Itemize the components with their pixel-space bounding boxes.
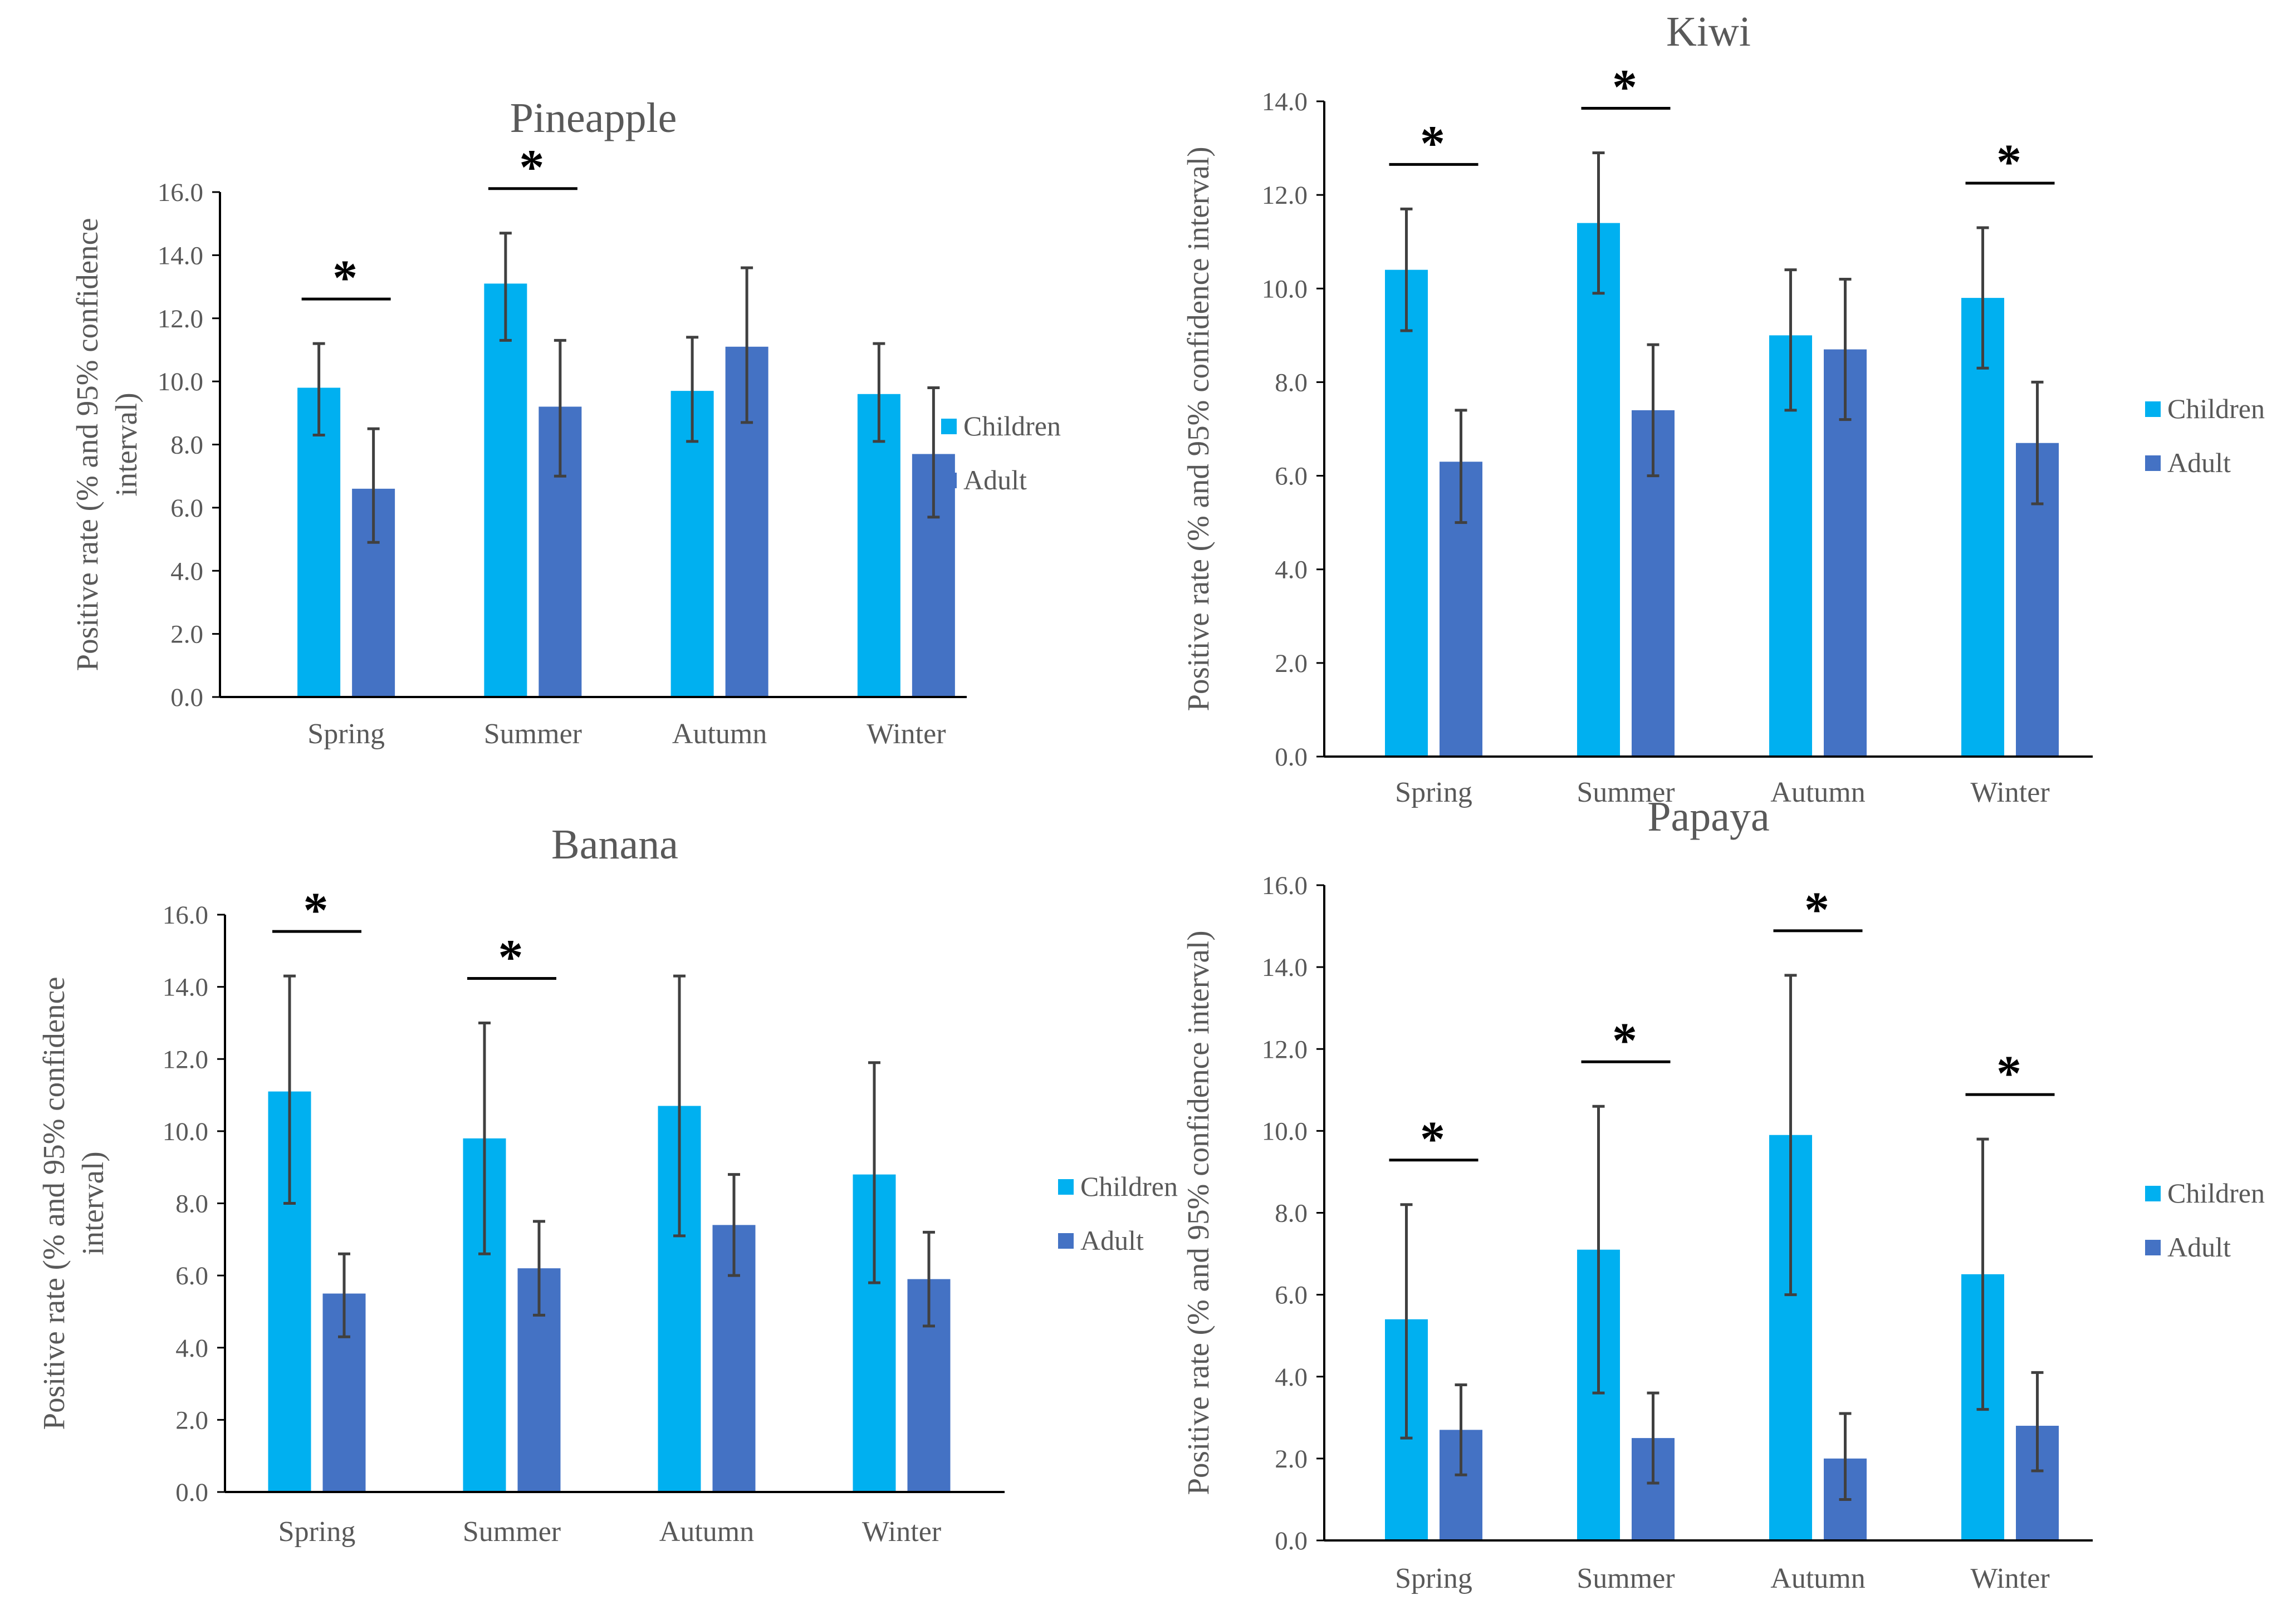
- banana-y-axis-title-line2: interval): [76, 1151, 110, 1255]
- kiwi-legend-swatch-children: [2145, 401, 2161, 417]
- papaya-legend-label-children: Children: [2167, 1177, 2265, 1209]
- pineapple-chart: Pineapple 0.0 2.0 4.0 6.0 8.0 10.0 12.0 14.0 16.0…: [70, 95, 1061, 750]
- pineapple-legend-swatch-children: [941, 419, 957, 434]
- papaya-significance-star: *: [1996, 1046, 2021, 1101]
- banana-x-tick-label: Summer: [463, 1516, 561, 1548]
- papaya-y-axis-title: Positive rate (% and 95% confidence inte…: [1181, 930, 1215, 1495]
- pineapple-legend-label-adult: Adult: [963, 464, 1027, 495]
- papaya-legend-label-adult: Adult: [2167, 1231, 2231, 1263]
- kiwi-y-tick-label: 4.0: [1275, 556, 1308, 585]
- papaya-x-tick-label: Spring: [1395, 1563, 1472, 1594]
- pineapple-y-axis-title: Positive rate (% and 95% confidence: [70, 218, 104, 671]
- banana-legend-swatch-children: [1058, 1179, 1074, 1195]
- papaya-y-tick-label: 0.0: [1275, 1527, 1308, 1555]
- pineapple-bar-children-summer: [484, 283, 527, 697]
- pineapple-y-tick-label: 12.0: [158, 305, 203, 333]
- kiwi-y-tick-label: 2.0: [1275, 649, 1308, 678]
- pineapple-significance-star: *: [332, 251, 358, 306]
- papaya-significance-star: *: [1804, 882, 1829, 938]
- papaya-y-tick-label: 16.0: [1262, 871, 1308, 900]
- kiwi-y-tick-label: 10.0: [1262, 274, 1308, 303]
- banana-title: Banana: [551, 821, 678, 868]
- papaya-y-tick-label: 6.0: [1275, 1281, 1308, 1310]
- pineapple-legend-swatch-adult: [941, 473, 957, 488]
- pineapple-y-tick-label: 8.0: [170, 431, 203, 460]
- papaya-significance-star: *: [1420, 1112, 1445, 1167]
- kiwi-significance-star: *: [1996, 135, 2021, 190]
- papaya-y-tick-label: 10.0: [1262, 1117, 1308, 1146]
- kiwi-bar-children-winter: [1961, 298, 2004, 757]
- kiwi-x-tick-label: Summer: [1577, 777, 1675, 808]
- banana-significance-star: *: [303, 883, 329, 938]
- banana-legend-label-adult: Adult: [1080, 1225, 1144, 1256]
- papaya-legend-swatch-children: [2145, 1186, 2161, 1201]
- pineapple-y-tick-label: 0.0: [170, 683, 203, 712]
- banana-y-tick-label: 8.0: [175, 1190, 208, 1219]
- pineapple-y-tick-label: 4.0: [170, 557, 203, 586]
- kiwi-title: Kiwi: [1666, 8, 1751, 55]
- papaya-significance-star: *: [1612, 1013, 1637, 1068]
- banana-legend-swatch-adult: [1058, 1233, 1074, 1249]
- pineapple-legend-label-children: Children: [963, 410, 1061, 441]
- banana-x-tick-label: Spring: [278, 1516, 356, 1548]
- banana-y-axis-title: Positive rate (% and 95% confidence: [37, 976, 71, 1430]
- pineapple-bar-children-winter: [857, 394, 900, 697]
- kiwi-x-tick-label: Spring: [1395, 777, 1472, 808]
- banana-y-tick-label: 12.0: [163, 1045, 208, 1074]
- kiwi-significance-star: *: [1420, 116, 1445, 171]
- pineapple-y-tick-label: 14.0: [158, 241, 203, 270]
- kiwi-chart: Kiwi 0.0 2.0 4.0 6.0 8.0 10.0 12.0 14.0 Positive …: [1181, 8, 2265, 808]
- pineapple-y-tick-label: 10.0: [158, 367, 203, 396]
- papaya-title: Papaya: [1647, 793, 1769, 840]
- banana-y-tick-label: 4.0: [175, 1334, 208, 1363]
- papaya-legend-swatch-adult: [2145, 1240, 2161, 1255]
- kiwi-legend-label-adult: Adult: [2167, 447, 2231, 478]
- banana-y-tick-label: 0.0: [175, 1478, 208, 1507]
- kiwi-y-tick-label: 0.0: [1275, 743, 1308, 772]
- pineapple-x-tick-label: Summer: [484, 718, 582, 750]
- banana-chart: Banana 0.0 2.0 4.0 6.0 8.0 10.0 12.0 14.0 16.0 Pos…: [37, 821, 1178, 1548]
- pineapple-x-tick-label: Winter: [866, 718, 946, 750]
- kiwi-y-tick-label: 8.0: [1275, 368, 1308, 397]
- banana-y-tick-label: 6.0: [175, 1262, 208, 1290]
- pineapple-bar-children-spring: [297, 387, 341, 697]
- pineapple-title: Pineapple: [510, 95, 677, 141]
- kiwi-y-axis-title: Positive rate (% and 95% confidence inte…: [1181, 146, 1215, 711]
- pineapple-significance-star: *: [519, 140, 544, 195]
- banana-y-tick-label: 16.0: [163, 901, 208, 930]
- papaya-y-tick-label: 8.0: [1275, 1199, 1308, 1228]
- banana-legend-label-children: Children: [1080, 1171, 1178, 1202]
- papaya-y-tick-label: 2.0: [1275, 1445, 1308, 1474]
- kiwi-y-tick-label: 6.0: [1275, 462, 1308, 491]
- papaya-chart: Papaya 0.0 2.0 4.0 6.0 8.0 10.0 12.0 14.0 16.0 Pos…: [1181, 793, 2265, 1594]
- kiwi-legend-swatch-adult: [2145, 455, 2161, 471]
- kiwi-significance-star: *: [1612, 60, 1637, 115]
- papaya-x-tick-label: Autumn: [1770, 1563, 1865, 1594]
- banana-x-tick-label: Autumn: [659, 1516, 754, 1548]
- banana-y-tick-label: 2.0: [175, 1406, 208, 1435]
- papaya-x-tick-label: Winter: [1970, 1563, 2049, 1594]
- banana-x-tick-label: Winter: [862, 1516, 941, 1548]
- pineapple-y-tick-label: 16.0: [158, 178, 203, 207]
- kiwi-bar-children-spring: [1385, 269, 1428, 757]
- kiwi-x-tick-label: Winter: [1970, 777, 2049, 808]
- banana-y-tick-label: 14.0: [163, 973, 208, 1002]
- kiwi-y-tick-label: 12.0: [1262, 181, 1308, 210]
- pineapple-y-tick-label: 6.0: [170, 494, 203, 523]
- kiwi-bar-children-summer: [1577, 223, 1620, 757]
- kiwi-x-tick-label: Autumn: [1770, 777, 1865, 808]
- kiwi-y-tick-label: 14.0: [1262, 87, 1308, 116]
- papaya-y-tick-label: 4.0: [1275, 1363, 1308, 1392]
- pineapple-x-tick-label: Autumn: [672, 718, 767, 750]
- papaya-x-tick-label: Summer: [1577, 1563, 1675, 1594]
- pineapple-y-tick-label: 2.0: [170, 620, 203, 649]
- banana-significance-star: *: [498, 930, 523, 985]
- banana-y-tick-label: 10.0: [163, 1117, 208, 1146]
- pineapple-x-tick-label: Spring: [307, 718, 385, 750]
- papaya-y-tick-label: 12.0: [1262, 1035, 1308, 1064]
- papaya-y-tick-label: 14.0: [1262, 953, 1308, 982]
- pineapple-y-axis-title-line2: interval): [109, 392, 143, 496]
- kiwi-legend-label-children: Children: [2167, 393, 2265, 424]
